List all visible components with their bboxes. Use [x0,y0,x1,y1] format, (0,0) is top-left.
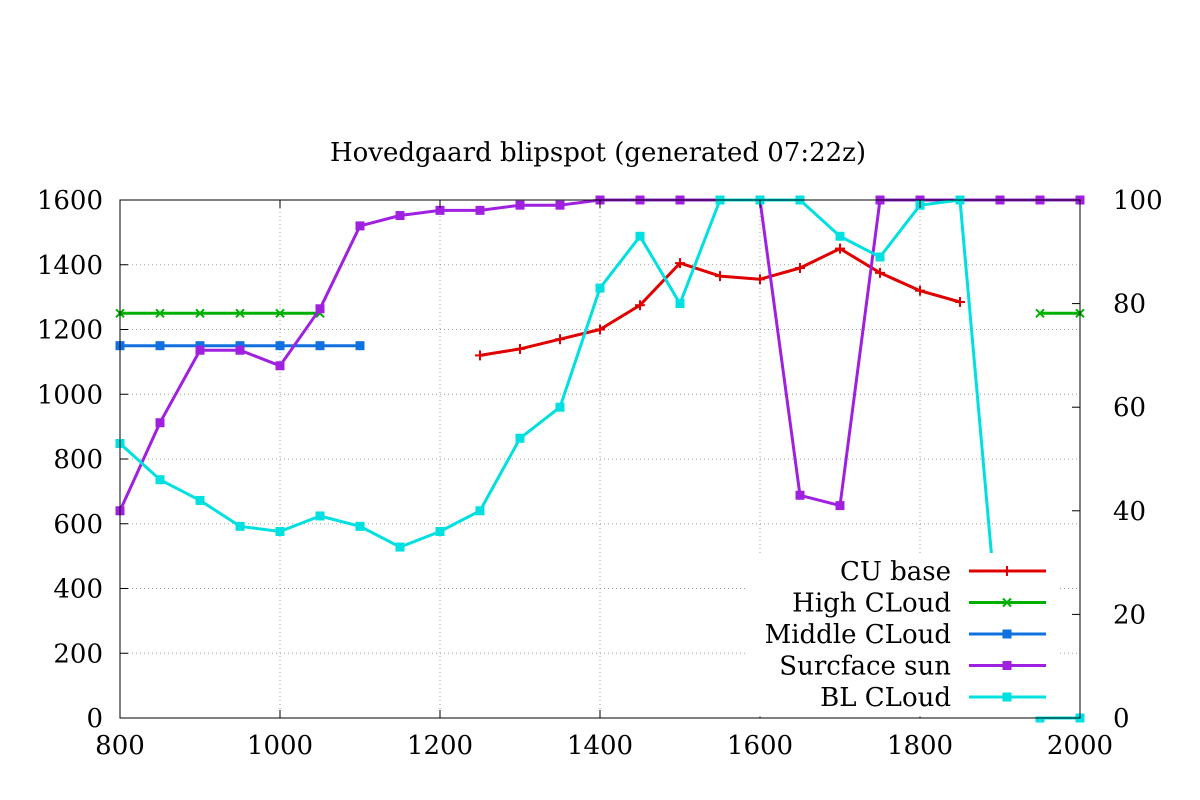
data-point [155,475,165,485]
x-tick-label: 1000 [247,731,313,761]
data-point [155,308,165,319]
data-point [675,299,685,309]
data-point [235,308,245,319]
data-point [955,296,965,307]
data-point [715,271,725,282]
y-left-tick-label: 1400 [37,251,103,281]
x-tick-label: 1800 [887,731,953,761]
data-point [1035,308,1045,319]
data-point [555,200,565,210]
legend-marker [1002,692,1012,702]
series-4 [115,195,1085,516]
legend-entry: High CLoud [792,589,1046,619]
x-tick-label: 1200 [407,731,473,761]
data-point [275,361,285,371]
chart-title: Hovedgaard blipspot (generated 07:22z) [330,138,866,168]
data-point [475,506,485,516]
x-tick-label: 2000 [1047,731,1113,761]
y-left-tick-label: 1600 [37,186,103,216]
legend-label: Middle CLoud [765,620,951,650]
data-point [355,221,365,231]
data-point [355,341,365,351]
data-point [595,283,605,293]
data-point [435,527,445,537]
data-point [195,495,205,505]
data-point [435,205,445,215]
data-point [275,341,285,351]
data-point [475,350,485,361]
y-left-tick-label: 0 [86,704,103,734]
y-right-tick-label: 80 [1113,290,1146,320]
data-point [235,341,245,351]
data-point [275,527,285,537]
data-point [275,308,285,319]
legend-label: BL CLoud [820,683,951,713]
data-point [755,274,765,285]
y-left-tick-label: 600 [53,510,103,540]
x-tick-label: 1400 [567,731,633,761]
data-point [515,343,525,354]
data-point [195,308,205,319]
series-1 [475,243,965,361]
data-point [195,345,205,355]
y-left-tick-label: 1200 [37,316,103,346]
data-point [315,304,325,314]
data-point [595,324,605,335]
legend-marker [1002,566,1012,576]
data-point [355,521,365,531]
legend-entry: CU base [840,557,1046,587]
y-left-tick-label: 1000 [37,380,103,410]
data-point [515,200,525,210]
data-point [795,262,805,273]
data-point [395,542,405,552]
legend-label: Surcface sun [779,652,951,682]
y-left-tick-label: 800 [53,445,103,475]
legend-marker [1002,597,1012,608]
y-right-tick-label: 60 [1113,393,1146,423]
legend-label: CU base [840,557,951,587]
data-point [875,267,885,278]
data-point [555,402,565,412]
legend-marker [1002,661,1012,670]
data-point [155,418,165,428]
y-left-tick-label: 400 [53,575,103,605]
data-point [795,490,805,500]
data-point [635,231,645,241]
data-point [835,231,845,241]
axis-ticks: 800 1000 1200 1400 1600 1800 20000200400600800… [37,186,1163,761]
y-left-tick-label: 200 [53,639,103,669]
data-point [915,285,925,296]
data-point [875,252,885,262]
x-tick-label: 1600 [727,731,793,761]
data-point [835,501,845,511]
data-point [515,433,525,443]
data-point [555,334,565,345]
legend-label: High CLoud [792,589,951,619]
x-tick-label: 800 [95,731,145,761]
legend-entry: Surcface sun [779,652,1046,682]
data-point [835,243,845,254]
data-point [315,511,325,521]
data-point [315,341,325,351]
legend-marker [1002,629,1012,639]
y-right-tick-label: 100 [1113,186,1163,216]
data-point [195,341,205,351]
data-point [635,300,645,311]
data-point [675,258,685,269]
legend-entry: BL CLoud [820,683,1046,713]
data-point [155,341,165,351]
data-point [395,211,405,221]
y-right-tick-label: 20 [1113,600,1146,630]
legend-entry: Middle CLoud [765,620,1046,650]
y-right-tick-label: 0 [1113,704,1130,734]
data-point [235,345,245,355]
data-point [475,205,485,215]
data-point [235,521,245,531]
y-right-tick-label: 40 [1113,497,1146,527]
